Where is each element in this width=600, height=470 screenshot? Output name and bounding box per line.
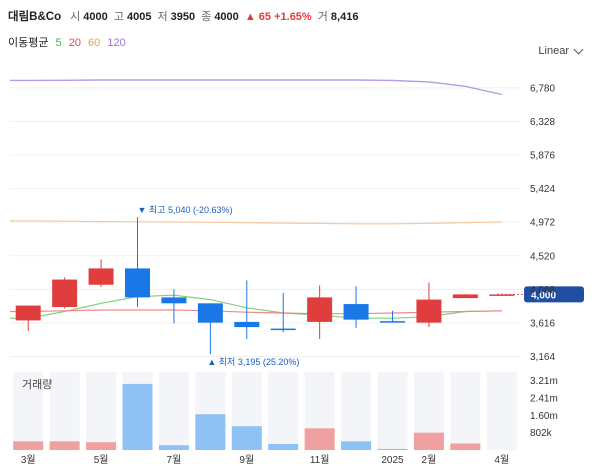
volume-column-bg — [86, 372, 117, 450]
y-tick-label: 3,164 — [530, 352, 555, 363]
volume-bar — [86, 442, 117, 450]
y-tick-label: 3,616 — [530, 318, 555, 329]
volume-bar — [413, 432, 444, 450]
scale-toggle-label: Linear — [538, 45, 569, 57]
volume-column-bg — [268, 372, 299, 450]
stock-name: 대림B&Co — [8, 11, 62, 23]
y-tick-label: 4,068 — [530, 285, 555, 296]
candle-body — [125, 268, 150, 298]
y-tick-label: 6,780 — [530, 83, 555, 94]
close-label: 종 — [201, 11, 212, 23]
volume-tick-label: 802k — [530, 428, 553, 439]
y-tick-label: 4,520 — [530, 251, 555, 262]
candle-body — [343, 304, 369, 320]
ma-20-label[interactable]: 20 — [68, 37, 81, 49]
candle-body — [380, 321, 405, 323]
ma60-line — [10, 220, 502, 225]
x-tick-label: 5월 — [94, 454, 109, 466]
candle-body — [88, 268, 114, 285]
x-tick-label: 4월 — [494, 454, 509, 466]
candle-body — [234, 321, 260, 328]
volume-column-bg — [13, 372, 44, 450]
moving-average-label: 이동평균 — [8, 37, 49, 49]
moving-average-legend: 이동평균 5 20 60 120 — [8, 34, 130, 50]
candle-body — [52, 279, 78, 308]
candle-body — [307, 297, 333, 322]
y-tick-label: 5,424 — [530, 184, 555, 195]
open-value: 4000 — [83, 11, 108, 23]
volume-bar — [304, 428, 335, 450]
volume-column-bg — [341, 372, 372, 450]
x-tick-label: 2025 — [381, 455, 404, 466]
current-price-label: 4,000 — [531, 290, 556, 301]
volume-tick-label: 2.41m — [530, 393, 558, 404]
current-price-tag — [524, 286, 584, 303]
volume-column-bg — [377, 372, 408, 450]
volume-title: 거래량 — [22, 379, 53, 391]
volume-bar — [231, 426, 262, 450]
high-label: 고 — [113, 11, 124, 23]
ma120-line — [10, 79, 502, 96]
x-tick-label: 7월 — [167, 454, 182, 466]
low-annotation: ▲ 최저 3,195 (25.20%) — [207, 357, 299, 367]
high-value: 4005 — [126, 11, 152, 23]
y-tick-label: 5,876 — [530, 151, 555, 162]
x-tick-label: 9월 — [239, 454, 254, 466]
volume-bar — [377, 448, 408, 450]
close-value: 4000 — [214, 11, 239, 23]
volume-column-bg — [486, 372, 517, 450]
volume-tick-label: 3.21m — [530, 376, 558, 387]
volume-column-bg — [49, 372, 80, 450]
volume-bar — [450, 443, 481, 450]
change-value: ▲ 65 +1.65% — [244, 11, 312, 23]
candle-body — [489, 294, 515, 296]
y-tick-label: 4,972 — [530, 218, 555, 229]
ma-120-label[interactable]: 120 — [107, 37, 126, 49]
volume-bar — [268, 443, 299, 450]
volume-value: 8,416 — [330, 11, 359, 23]
x-tick-label: 2월 — [422, 454, 437, 466]
volume-bar — [158, 445, 189, 450]
candle-body — [416, 299, 442, 323]
stock-header: 대림B&Co 시 4000 고 4005 저 3950 종 4000 ▲ 65 +1.6… — [8, 8, 361, 24]
x-tick-label: 11월 — [310, 454, 330, 466]
ma-5-label[interactable]: 5 — [55, 37, 62, 49]
volume-label: 거 — [317, 11, 328, 23]
volume-bar — [49, 441, 80, 450]
ma-60-label[interactable]: 60 — [88, 37, 101, 49]
open-label: 시 — [70, 11, 81, 23]
volume-tick-label: 1.60m — [530, 411, 558, 422]
candle-body — [197, 303, 223, 323]
volume-bar — [13, 441, 44, 450]
low-label: 저 — [157, 11, 168, 23]
volume-bar — [341, 441, 372, 450]
high-annotation: ▼ 최고 5,040 (-20.63%) — [138, 205, 233, 215]
candle-body — [15, 305, 41, 321]
y-tick-label: 6,328 — [530, 117, 555, 128]
x-tick-label: 3월 — [21, 454, 36, 466]
volume-column-bg — [158, 372, 189, 450]
low-value: 3950 — [170, 11, 196, 23]
volume-column-bg — [450, 372, 481, 450]
candle-body — [161, 297, 187, 304]
volume-bar — [195, 414, 226, 450]
scale-toggle[interactable]: Linear — [538, 44, 584, 57]
candle-body — [270, 328, 296, 331]
candle-body — [452, 294, 478, 299]
volume-bar — [122, 383, 153, 450]
